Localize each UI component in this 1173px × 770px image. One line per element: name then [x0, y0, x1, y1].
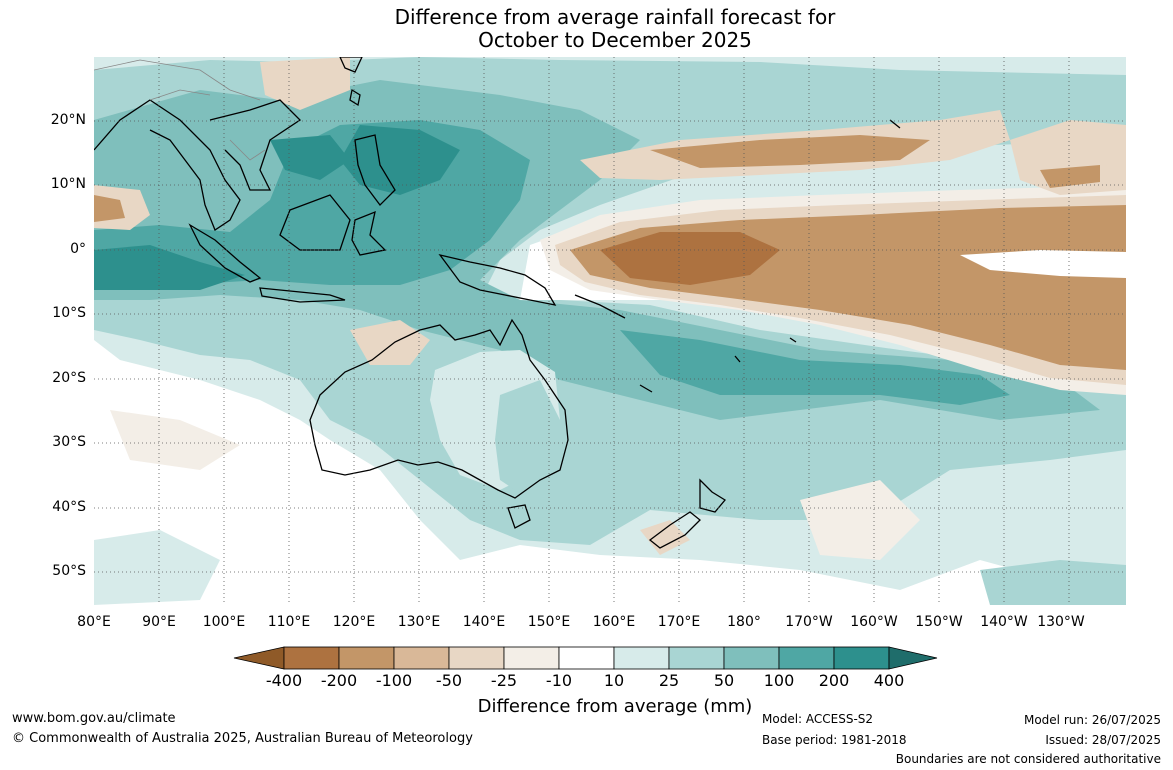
map-title-line1: Difference from average rainfall forecas… [394, 5, 836, 29]
model-run-text: Model run: 26/07/2025 [1023, 713, 1161, 727]
lon-label: 160°E [592, 614, 636, 630]
colorbar-tick-label: -400 [265, 671, 303, 690]
lon-label: 130°W [1037, 614, 1085, 630]
lat-label: 10°N [50, 176, 86, 192]
issued-text: Issued: 28/07/2025 [1045, 733, 1161, 747]
colorbar-tick-label: 25 [658, 671, 680, 690]
australia-coastline [309, 318, 569, 499]
lat-label: 20°S [52, 370, 86, 386]
lon-label: 150°E [527, 614, 571, 630]
rain-anomaly-region [260, 57, 350, 110]
colorbar-cell [668, 646, 725, 670]
new-zealand-coastline [648, 478, 726, 549]
java-coastline [259, 287, 346, 303]
lon-label: 100°E [202, 614, 246, 630]
rain-anomaly-region [960, 250, 1126, 278]
sulawesi-coastline [351, 210, 387, 256]
lon-label: 140°W [980, 614, 1028, 630]
lon-label: 170°E [657, 614, 701, 630]
pacific-islands-coastline [574, 119, 901, 393]
rain-anomaly-region [94, 245, 245, 290]
tasmania-coastline [507, 504, 531, 529]
taiwan-coastline [349, 88, 361, 107]
colorbar-tick-label: 400 [873, 671, 905, 690]
colorbar-extend-max [888, 646, 938, 670]
colorbar-cell [283, 646, 340, 670]
colorbar-tick-label: 100 [763, 671, 795, 690]
colorbar-tick-label: 200 [818, 671, 850, 690]
lat-label: 0° [70, 241, 86, 257]
colorbar-cell [503, 646, 560, 670]
rain-anomaly-region [495, 380, 560, 500]
lon-label: 160°W [850, 614, 898, 630]
rain-anomaly-region [110, 410, 240, 470]
lon-label: 80°E [77, 614, 111, 630]
colorbar-cell [613, 646, 670, 670]
coastlines [94, 57, 901, 549]
lon-label: 180° [727, 614, 761, 630]
gridlines [94, 57, 1126, 605]
lon-label: 90°E [142, 614, 176, 630]
lon-label: 150°W [915, 614, 963, 630]
website-text: www.bom.gov.au/climate [12, 711, 176, 726]
colorbar-tick-label: -25 [490, 671, 518, 690]
lon-label: 170°W [785, 614, 833, 630]
colorbar-tick-label: -100 [375, 671, 413, 690]
lat-label: 40°S [52, 499, 86, 515]
colorbar-extend-min [233, 646, 285, 670]
rain-anomaly-region [650, 135, 930, 168]
rain-anomaly-region [350, 320, 430, 365]
lon-label: 140°E [462, 614, 506, 630]
colorbar-tick-label: -200 [320, 671, 358, 690]
map-title-line2: October to December 2025 [478, 28, 752, 52]
rain-anomaly-region [1040, 165, 1100, 188]
lat-label: 50°S [52, 563, 86, 579]
rain-anomaly-region [800, 480, 920, 560]
lon-label: 120°E [332, 614, 376, 630]
colorbar-title: Difference from average (mm) [477, 696, 753, 717]
base-period-text: Base period: 1981-2018 [762, 733, 907, 747]
colorbar-cell [558, 646, 615, 670]
colorbar-cell [393, 646, 450, 670]
rain-anomaly-region [94, 195, 125, 222]
colorbar-tick-label: -10 [545, 671, 573, 690]
colorbar-tick-label: -50 [435, 671, 463, 690]
colorbar-tick-label: 50 [713, 671, 735, 690]
colorbar-tick-label: 10 [603, 671, 625, 690]
rain-anomaly-region [600, 232, 780, 285]
colorbar-cell [448, 646, 505, 670]
new-guinea-coastline [438, 253, 557, 306]
colorbar-cell [778, 646, 835, 670]
lon-label: 110°E [267, 614, 311, 630]
lat-label: 10°S [52, 305, 86, 321]
disclaimer-text: Boundaries are not considered authoritat… [895, 752, 1161, 766]
copyright-text: © Commonwealth of Australia 2025, Austra… [12, 731, 473, 746]
colorbar-cell [338, 646, 395, 670]
rain-anomaly-region [640, 520, 690, 555]
rain-anomaly-region [94, 530, 220, 605]
japan-coastline [339, 57, 363, 73]
colorbar-cell [723, 646, 780, 670]
borneo-coastline [279, 194, 351, 251]
rain-anomaly-region [620, 330, 1010, 405]
lat-label: 20°N [50, 112, 86, 128]
sumatra-coastline [188, 223, 262, 283]
model-text: Model: ACCESS-S2 [762, 712, 874, 726]
philippines-coastline [354, 134, 396, 206]
rain-anomaly-region [270, 135, 350, 180]
lat-label: 30°S [52, 434, 86, 450]
country-borders [94, 59, 266, 161]
lon-label: 130°E [397, 614, 441, 630]
colorbar-cell [833, 646, 890, 670]
asia-coastline [94, 99, 302, 231]
rain-anomaly-region [340, 125, 460, 195]
rain-anomaly-region [980, 560, 1126, 605]
